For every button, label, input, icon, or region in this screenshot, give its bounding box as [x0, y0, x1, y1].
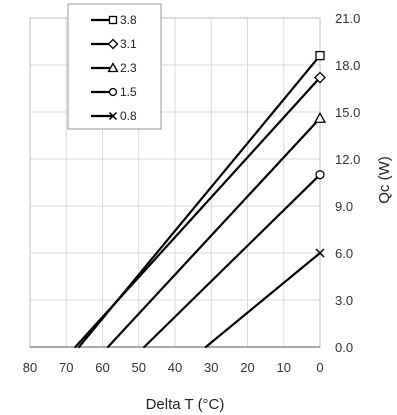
series-0-8	[204, 248, 325, 349]
y-tick-label: 12.0	[335, 152, 360, 167]
series-line	[106, 117, 322, 349]
series-layer	[74, 50, 327, 349]
x-tick-label: 30	[204, 360, 218, 375]
legend-item: 2.3	[91, 61, 137, 75]
legend-label: 1.5	[120, 85, 137, 99]
legend-item: 1.5	[91, 85, 137, 99]
y-tick-label: 9.0	[335, 199, 353, 214]
legend: 3.8 3.1 2.3 1.5 0.8	[67, 3, 162, 130]
data-point	[315, 50, 325, 61]
legend-marker	[108, 87, 118, 97]
legend-label: 0.8	[120, 109, 137, 123]
x-axis-title: Delta T (°C)	[146, 396, 225, 413]
x-tick-label: 0	[316, 360, 323, 375]
series-1-5	[143, 170, 325, 349]
legend-item: 3.1	[91, 37, 137, 51]
series-line	[74, 76, 322, 349]
data-point	[315, 248, 325, 258]
marker-stroke	[108, 111, 118, 121]
y-axis-title: Qc (W)	[376, 156, 393, 203]
y-tick-label: 21.0	[335, 11, 360, 26]
y-tick-label: 0.0	[335, 340, 353, 355]
grid	[29, 17, 321, 348]
legend-marker	[107, 38, 119, 50]
legend-marker	[108, 111, 118, 121]
legend-item: 0.8	[91, 109, 137, 123]
y-tick-label: 6.0	[335, 246, 353, 261]
y-tick-label: 18.0	[335, 58, 360, 73]
series-line	[204, 251, 322, 349]
series-line	[143, 173, 322, 349]
data-point	[313, 111, 327, 123]
marker-stroke	[315, 248, 325, 258]
series-3-1	[74, 71, 326, 349]
x-tick-label: 60	[95, 360, 109, 375]
data-point	[314, 71, 326, 84]
x-tick-label: 50	[132, 360, 146, 375]
x-tick-label: 20	[240, 360, 254, 375]
x-tick-label: 40	[168, 360, 182, 375]
data-point	[315, 170, 325, 180]
legend-label: 3.1	[120, 37, 137, 51]
series-2-3	[106, 111, 327, 349]
legend-label: 3.8	[120, 13, 137, 27]
legend-label: 2.3	[120, 61, 137, 75]
y-tick-label: 15.0	[335, 105, 360, 120]
y-tick-label: 3.0	[335, 293, 353, 308]
tick-labels: 80 70 60 50 40 30 20 10 0 0.0 3.0 6.0 9.0 12.0 15.0 18.…	[23, 11, 361, 375]
legend-marker	[107, 62, 119, 73]
x-tick-label: 80	[23, 360, 37, 375]
legend-marker	[108, 15, 118, 25]
x-tick-label: 70	[59, 360, 73, 375]
x-tick-label: 10	[277, 360, 291, 375]
legend-item: 3.8	[91, 13, 137, 27]
